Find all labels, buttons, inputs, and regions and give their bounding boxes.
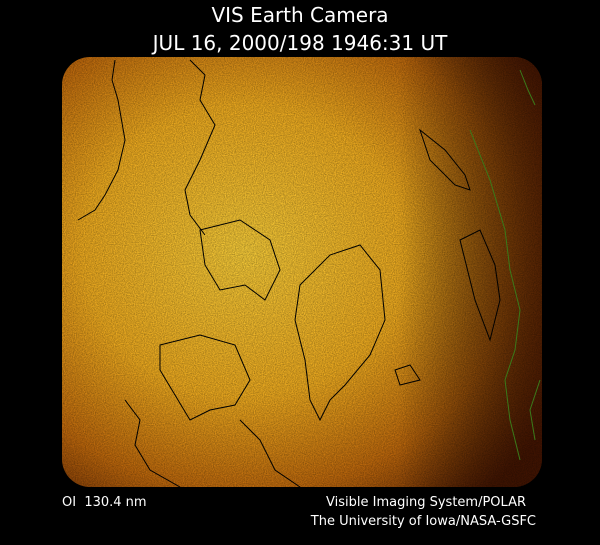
wavelength: OI 130.4 nm bbox=[62, 495, 147, 510]
timestamp: JUL 16, 2000/198 1946:31 UT bbox=[151, 31, 448, 55]
credit-line: Visible Imaging System/POLAR bbox=[326, 495, 526, 510]
credit-line: The University of Iowa/NASA-GSFC bbox=[310, 514, 536, 529]
earth-image bbox=[62, 57, 542, 487]
title: VIS Earth Camera bbox=[211, 3, 388, 27]
